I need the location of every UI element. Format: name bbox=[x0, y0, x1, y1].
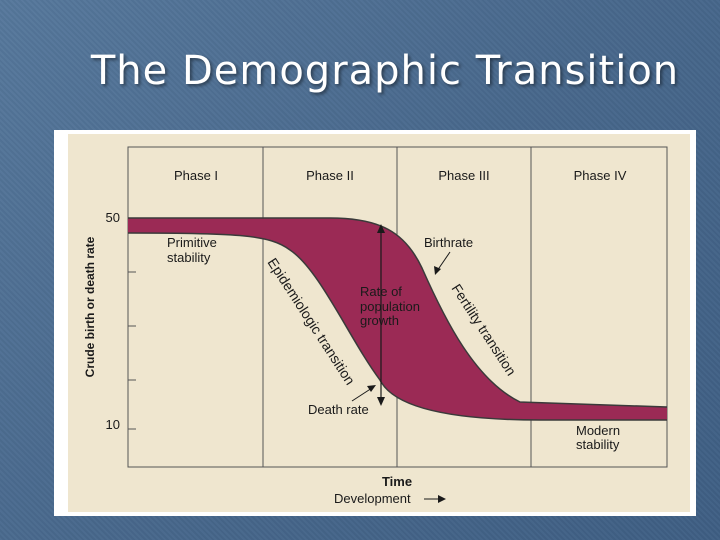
phase-label-2: Phase II bbox=[306, 168, 354, 183]
phase-label-4: Phase IV bbox=[574, 168, 627, 183]
death-rate-pointer-head bbox=[367, 385, 376, 392]
phase-label-3: Phase III bbox=[438, 168, 489, 183]
y-axis-label: Crude birth or death rate bbox=[83, 236, 97, 377]
growth-label-line2: population bbox=[360, 299, 420, 314]
slide-title: The Demographic Transition bbox=[90, 48, 680, 94]
death-rate-pointer bbox=[351, 387, 373, 402]
death-rate-curve bbox=[127, 232, 667, 421]
growth-label-line1: Rate of bbox=[360, 284, 402, 299]
primitive-stability-line2: stability bbox=[167, 250, 211, 265]
growth-label-line3: growth bbox=[360, 313, 399, 328]
y-tick-label-50: 50 bbox=[106, 210, 120, 225]
x-axis-label: Time bbox=[382, 474, 412, 489]
growth-arrow-up bbox=[377, 224, 385, 233]
modern-stability-line2: stability bbox=[576, 437, 620, 452]
x-axis-arrow-head bbox=[438, 495, 446, 503]
x-axis-sublabel: Development bbox=[334, 491, 411, 506]
primitive-stability-line1: Primitive bbox=[167, 235, 217, 250]
population-growth-area bbox=[128, 218, 667, 420]
modern-stability-line1: Modern bbox=[576, 423, 620, 438]
birthrate-label: Birthrate bbox=[424, 235, 473, 250]
y-tick-label-10: 10 bbox=[106, 417, 120, 432]
birthrate-curve bbox=[128, 217, 668, 408]
birthrate-pointer-head bbox=[434, 266, 441, 275]
phase-label-1: Phase I bbox=[174, 168, 218, 183]
birthrate-pointer bbox=[436, 251, 451, 272]
growth-arrow-down bbox=[377, 397, 385, 406]
death-rate-label: Death rate bbox=[308, 402, 369, 417]
